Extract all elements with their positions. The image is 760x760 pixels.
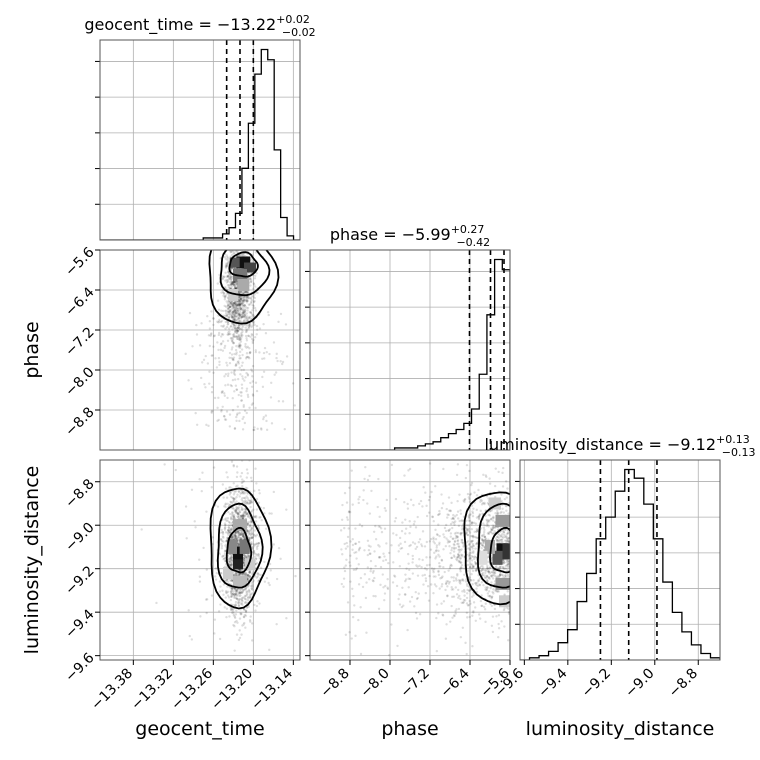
ytick-luminosity_distance-3: −9.0 — [62, 520, 97, 555]
xtick-geocent_time-1: −13.32 — [128, 666, 176, 714]
xtick-phase-3: −6.4 — [437, 665, 472, 700]
xtick-geocent_time-2: −13.26 — [168, 665, 216, 713]
scatter-panel-geocent_time-vs-phase — [99, 249, 301, 451]
ylabel-luminosity_distance: luminosity_distance — [21, 466, 43, 655]
xtick-geocent_time-0: −13.38 — [88, 666, 136, 714]
xtick-geocent_time-3: −13.20 — [208, 666, 256, 714]
scatter-panel-phase-vs-luminosity_distance — [309, 459, 511, 661]
hist-geocent_time — [100, 48, 300, 240]
ytick-phase-0: −8.8 — [62, 404, 97, 439]
contour-0 — [489, 526, 510, 574]
xtick-phase-0: −8.8 — [317, 666, 352, 701]
contour-1 — [219, 250, 271, 297]
xtick-luminosity_distance-1: −9.4 — [535, 665, 570, 700]
title-luminosity_distance: luminosity_distance = −9.12+0.13 −0.13 — [485, 433, 756, 459]
xlabel-geocent_time: geocent_time — [135, 718, 264, 740]
hist-phase — [310, 258, 510, 450]
contour-2 — [463, 491, 510, 606]
xtick-luminosity_distance-3: −9.0 — [622, 666, 657, 701]
ytick-luminosity_distance-2: −9.2 — [62, 563, 97, 598]
xlabel-phase: phase — [381, 718, 438, 740]
ytick-luminosity_distance-0: −9.6 — [62, 650, 97, 685]
xtick-phase-2: −7.2 — [397, 666, 432, 701]
hist-panel-luminosity_distance: luminosity_distance = −9.12+0.13 −0.13 — [485, 433, 756, 661]
contour-1 — [476, 502, 510, 589]
ytick-phase-4: −5.6 — [62, 244, 97, 279]
xlabel-luminosity_distance: luminosity_distance — [526, 718, 715, 740]
hist-panel-phase: phase = −5.99+0.27 −0.42 — [305, 223, 511, 451]
ytick-luminosity_distance-1: −9.4 — [62, 606, 97, 641]
hist-luminosity_distance — [520, 468, 720, 660]
contour-1 — [216, 502, 264, 589]
xtick-luminosity_distance-4: −8.8 — [666, 666, 701, 701]
title-phase: phase = −5.99+0.27 −0.42 — [330, 223, 490, 249]
ytick-phase-3: −6.4 — [62, 284, 97, 319]
xtick-geocent_time-4: −13.14 — [248, 665, 296, 713]
contour-2 — [208, 250, 280, 325]
ytick-phase-1: −8.0 — [62, 364, 97, 399]
ytick-phase-2: −7.2 — [62, 324, 97, 359]
scatter-panel-geocent_time-vs-luminosity_distance — [99, 459, 301, 661]
xtick-phase-1: −8.0 — [357, 666, 392, 701]
ytick-luminosity_distance-4: −8.8 — [62, 476, 97, 511]
contour-0 — [225, 526, 253, 574]
contour-2 — [209, 487, 273, 610]
contour-0 — [228, 251, 259, 278]
xtick-luminosity_distance-2: −9.2 — [579, 666, 614, 701]
hist-panel-geocent_time: geocent_time = −13.22+0.02 −0.02 — [84, 13, 316, 241]
ylabel-phase: phase — [21, 321, 43, 378]
title-geocent_time: geocent_time = −13.22+0.02 −0.02 — [84, 13, 315, 39]
